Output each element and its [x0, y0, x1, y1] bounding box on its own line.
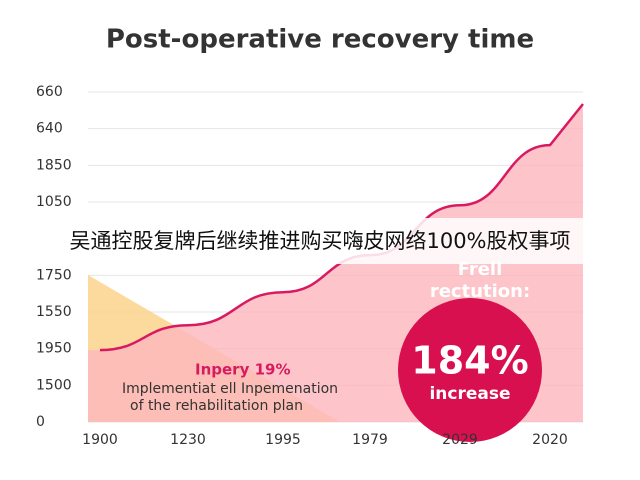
y-tick-label: 1750 [36, 267, 72, 283]
y-tick-label: 1950 [36, 341, 72, 357]
y-tick-label: 660 [36, 84, 63, 100]
x-tick-label: 1995 [265, 432, 301, 448]
badge [398, 298, 542, 442]
badge-value: 184% [411, 339, 528, 383]
badge-label: increase [429, 384, 510, 404]
x-tick-label: 2029 [442, 432, 478, 448]
x-tick-label: 1979 [352, 432, 388, 448]
x-tick-label: 2020 [532, 432, 568, 448]
x-tick-label: 1900 [82, 432, 118, 448]
x-tick-label: 1230 [170, 432, 206, 448]
annotation-text: Implementiat ell Inpemenation [122, 381, 338, 397]
y-tick-label: 640 [36, 121, 63, 137]
y-tick-label: 1550 [36, 304, 72, 320]
annotation-text: rectution: [430, 281, 530, 302]
banner-bg [0, 218, 640, 264]
y-tick-label: 0 [36, 414, 45, 430]
annotation-text: Frell [458, 259, 503, 280]
annotation-title: Inpery 19% [195, 361, 290, 379]
line [99, 103, 584, 352]
y-tick-label: 1500 [36, 377, 72, 393]
annotation-text: of the rehabilitation plan [130, 398, 303, 414]
y-tick-label: 1050 [36, 194, 72, 210]
chart-title: Post-operative recovery time [106, 25, 534, 55]
y-tick-label: 1850 [36, 157, 72, 173]
banner-text: 吴通控股复牌后继续推进购买嗨皮网络100%股权事项 [69, 229, 570, 253]
